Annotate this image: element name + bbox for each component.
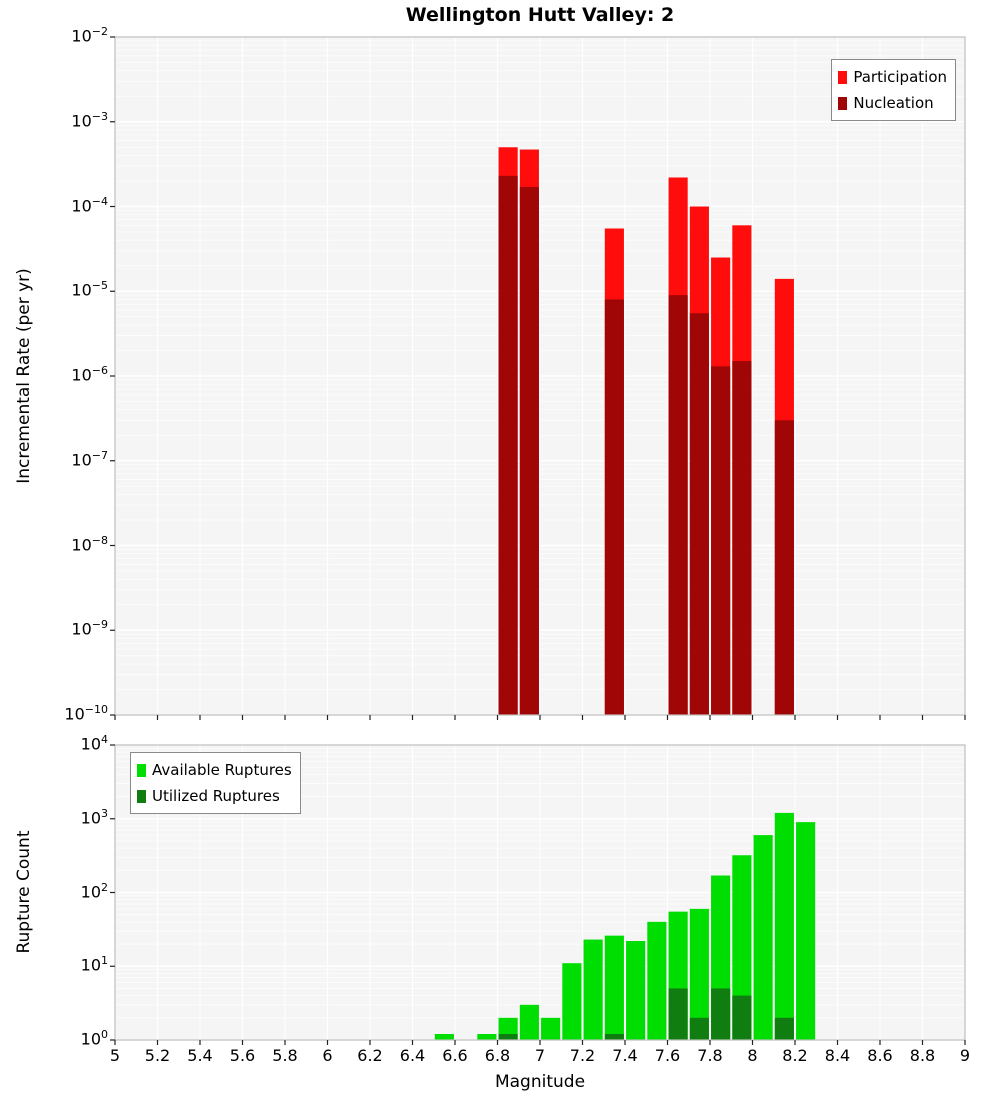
legend-item-nucleation: Nucleation [838,90,947,116]
available-ruptures-bar [753,835,773,1040]
nucleation-bar [732,361,752,715]
utilized-ruptures-bar [711,988,731,1040]
y-tick-label: 104 [80,733,108,754]
nucleation-bar [519,186,539,715]
utilized-ruptures-bar [774,1017,794,1040]
available-ruptures-bar [604,935,624,1040]
y-tick-label: 100 [80,1028,108,1049]
nucleation-bar [689,313,709,715]
available-ruptures-bar [434,1034,454,1040]
y-tick-label: 10−5 [71,279,108,300]
y-tick-label: 10−9 [71,618,108,639]
utilized-ruptures-bar [668,988,688,1040]
y-tick-label: 103 [80,806,108,828]
x-tick-label: 6.4 [399,1046,426,1065]
available-ruptures-swatch-icon [137,763,146,777]
available-ruptures-bar [647,921,667,1040]
count-legend: Available Ruptures Utilized Ruptures [130,752,301,814]
nucleation-bar [498,175,518,715]
x-tick-label: 5.6 [229,1046,256,1065]
utilized-ruptures-bar [604,1034,624,1040]
x-tick-label: 6.8 [484,1046,511,1065]
y-tick-label: 10−7 [71,448,108,470]
available-ruptures-bar [519,1004,539,1040]
x-tick-label: 5.4 [187,1046,213,1065]
y-tick-label: 10−3 [71,109,108,131]
x-tick-label: 6.2 [357,1046,383,1065]
y-tick-label: 10−10 [64,703,108,724]
x-tick-label: 7.8 [697,1046,723,1065]
x-tick-label: 5.2 [144,1046,171,1065]
utilized-ruptures-bar [732,995,752,1040]
x-tick-label: 8.8 [909,1046,936,1065]
legend-item-available: Available Ruptures [137,757,292,783]
legend-label-nucleation: Nucleation [853,94,934,112]
x-tick-label: 6.6 [442,1046,468,1065]
y-tick-label: 101 [80,954,108,975]
legend-label-participation: Participation [853,68,947,86]
utilized-ruptures-bar [689,1017,709,1040]
x-tick-label: 7.6 [654,1046,681,1065]
nucleation-bar [604,299,624,715]
x-tick-label: 6 [322,1046,333,1065]
y-tick-label: 10−2 [71,25,108,46]
x-tick-label: 7.4 [612,1046,638,1065]
rate-legend: Participation Nucleation [831,59,956,121]
x-tick-label: 9 [959,1046,971,1065]
x-tick-label: 8.6 [867,1046,893,1065]
utilized-ruptures-bar [498,1034,518,1040]
x-tick-label: 7 [534,1046,546,1065]
chart-title: Wellington Hutt Valley: 2 [405,4,675,26]
x-tick-label: 5.8 [272,1046,298,1065]
available-ruptures-bar [562,963,582,1040]
y-tick-label: 10−4 [71,194,108,215]
y-tick-label: 102 [80,880,108,901]
x-tick-label: 8.4 [824,1046,851,1065]
legend-item-utilized: Utilized Ruptures [137,783,292,809]
nucleation-swatch-icon [838,96,848,110]
utilized-ruptures-swatch-icon [137,789,146,803]
available-ruptures-bar [774,812,794,1040]
available-ruptures-bar [477,1034,497,1040]
available-ruptures-bar [732,855,752,1040]
x-tick-label: 5 [109,1046,121,1065]
available-ruptures-bar [689,908,709,1040]
x-tick-label: 7.2 [569,1046,596,1065]
magnitude-axis-label: Magnitude [494,1072,586,1092]
nucleation-bar [711,366,731,715]
legend-item-participation: Participation [838,64,947,90]
participation-swatch-icon [838,70,848,84]
y-tick-label: 10−6 [71,364,108,385]
available-ruptures-bar [583,939,603,1040]
available-ruptures-bar [796,822,816,1040]
available-ruptures-bar [626,940,646,1040]
nucleation-bar [668,295,688,715]
available-ruptures-bar [541,1017,561,1040]
legend-label-available: Available Ruptures [152,761,292,779]
x-tick-label: 8.2 [782,1046,808,1065]
legend-label-utilized: Utilized Ruptures [152,787,280,805]
x-tick-label: 8 [747,1046,758,1065]
y-tick-label: 10−8 [71,533,108,554]
nucleation-bar [774,420,794,715]
